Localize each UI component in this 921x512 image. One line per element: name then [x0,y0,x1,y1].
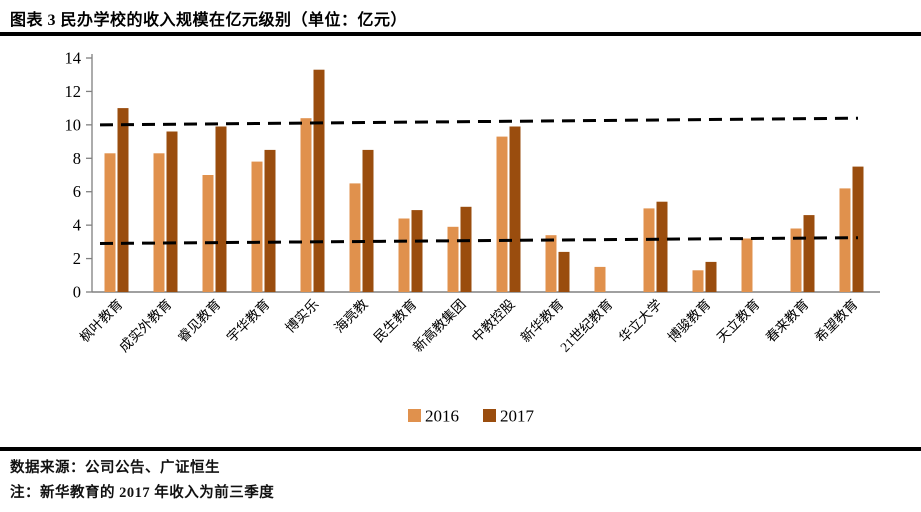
y-tick-label: 0 [73,283,81,302]
bar-2016 [153,153,165,292]
bar-2017 [215,126,227,292]
y-tick-label: 14 [65,49,82,68]
page-title: 图表 3 民办学校的收入规模在亿元级别（单位：亿元） [10,12,408,29]
bar-2017 [509,126,521,292]
bar-2016 [692,270,704,292]
bar-2016 [545,235,557,292]
y-tick-label: 2 [73,249,81,268]
bar-2017 [460,206,472,292]
bar-2017 [362,149,374,292]
dashed-trendline-2 [99,236,859,245]
x-category-label: 新高教集团 [410,296,469,355]
bar-2016 [300,118,312,292]
x-category-label: 宇华教育 [224,297,273,346]
bar-2017 [313,69,325,292]
dashed-trendline-1 [99,116,859,127]
bar-2017 [411,210,423,292]
x-category-label: 中教控股 [469,296,518,345]
x-category-label: 睿见教育 [175,297,224,346]
bar-2016 [202,175,214,292]
bar-2017 [117,108,129,292]
x-category-label: 海亮教 [331,295,371,335]
bar-2016 [839,188,851,292]
x-category-label: 21世纪教育 [557,297,615,355]
x-category-label: 华立大学 [616,297,665,346]
bar-2016 [398,218,410,292]
y-tick-label: 10 [65,115,82,134]
revenue-bar-chart: 0 2 4 6 8 10 12 14 枫叶教育 成实外教育 睿见教育 宇华教育 博实乐 海亮教 民生教育 新高… [0,38,921,445]
bar-2017 [852,166,864,292]
bar-2017 [264,149,276,292]
legend-label-2017: 2017 [500,407,535,426]
bar-2016 [447,226,459,292]
bar-2017 [705,261,717,292]
legend-label-2016: 2016 [425,407,459,426]
x-category-label: 博骏教育 [664,296,713,345]
legend-swatch-2016 [408,409,421,422]
x-category-label: 天立教育 [714,297,763,346]
x-category-label: 成实外教育 [116,297,174,355]
y-tick-label: 12 [65,82,82,101]
y-tick-label: 4 [73,216,81,235]
x-category-label: 民生教育 [371,297,420,346]
bar-2016 [790,228,802,292]
x-category-label: 春来教育 [763,297,812,346]
title-rule [0,32,921,36]
bar-2017 [166,131,178,292]
bar-2017 [803,215,815,292]
bar-2017 [656,201,668,292]
bar-2016 [643,208,655,292]
note-text: 注：新华教育的 2017 年收入为前三季度 [10,485,275,501]
y-tick-label: 8 [73,149,81,168]
bar-2016 [251,161,263,292]
x-category-label: 博实乐 [282,296,322,336]
bar-2016 [349,183,361,292]
bar-2016 [594,266,606,292]
x-category-label: 新华教育 [518,297,567,346]
footer-rule [0,447,921,451]
bar-2016 [741,238,753,292]
legend-swatch-2017 [483,409,496,422]
data-source-text: 数据来源：公司公告、广证恒生 [10,460,220,476]
bar-2016 [104,153,116,292]
y-tick-label: 6 [73,182,81,201]
x-category-label: 希望教育 [812,297,861,346]
bar-2016 [496,136,508,292]
bar-2017 [558,251,570,292]
x-category-label: 枫叶教育 [77,297,126,346]
